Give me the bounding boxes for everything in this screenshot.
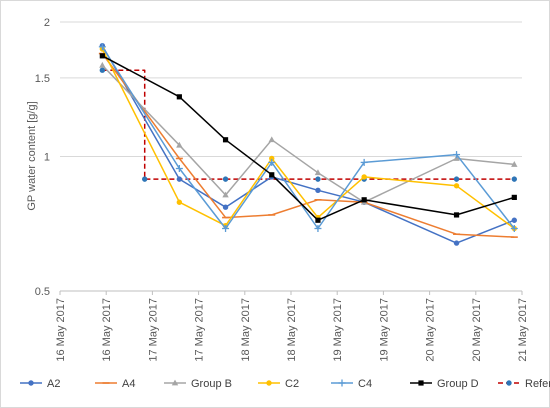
legend-item-a4: A4 [95,378,135,390]
point-reference [99,67,106,73]
x-tick-label: 16 May 2017 [101,298,113,362]
point-c2 [361,174,367,180]
series-lines [98,43,518,246]
point-group-d [222,137,229,143]
series-line-reference [102,69,515,180]
point-group-b [222,191,229,198]
legend: A2 A4 Group B C2 C4 Group D Reference [20,378,550,390]
legend-item-a2: A2 [20,378,60,390]
legend-label: Group D [437,378,479,390]
legend-item-c2: C2 [258,378,299,390]
point-group-b [511,161,518,167]
legend-item-c4: C4 [331,378,372,390]
x-tick-labels: 16 May 2017 16 May 2017 17 May 2017 17 May … [55,291,529,362]
point-c4 [314,225,322,233]
series-line-a4 [101,53,515,238]
point-group-b [176,141,183,148]
point-group-b [99,61,106,68]
point-reference [453,176,460,182]
y-axis-label: GP water content [g/g] [26,101,38,210]
legend-item-group-d: Group D [410,378,479,390]
legend-item-group-b: Group B [164,378,232,390]
y-tick-label: 1 [44,152,50,164]
x-tick-label: 18 May 2017 [240,298,252,362]
y-tick-label: 2 [44,17,50,29]
gridlines [60,21,522,292]
legend-label: C4 [358,378,372,390]
point-c4 [510,225,518,233]
point-a2 [176,176,183,182]
legend-swatch-marker [506,380,512,386]
point-group-d [269,172,275,178]
point-group-d [511,194,517,200]
point-c4 [453,151,461,159]
legend-label: A2 [47,378,60,390]
point-group-d [361,197,367,203]
reference-series [99,67,517,182]
y-tick-labels: 0.5 1 1.5 2 [35,17,50,298]
point-a2 [511,217,517,223]
legend-swatch-marker [418,380,424,386]
x-tick-label: 20 May 2017 [471,298,483,362]
point-c4 [175,165,183,173]
series-line-a2 [101,45,515,244]
x-tick-label: 18 May 2017 [286,298,298,362]
point-group-d [315,217,321,223]
point-a2 [222,204,229,210]
legend-label: Group B [191,378,232,390]
legend-item-reference: Reference [498,378,550,390]
x-tick-label: 19 May 2017 [332,298,344,362]
point-c4 [268,158,276,166]
point-group-d [99,53,105,59]
x-tick-label: 17 May 2017 [147,298,159,362]
x-tick-label: 20 May 2017 [425,298,437,362]
legend-swatch-marker [171,379,179,386]
point-reference [511,176,517,182]
point-a2 [315,187,321,194]
point-c4 [222,225,230,233]
legend-swatch-marker [266,380,272,386]
y-tick-label: 1.5 [35,73,50,85]
point-group-b [314,169,322,176]
point-c4 [98,43,106,51]
point-group-d [176,94,182,100]
legend-swatch-marker [338,379,346,387]
point-reference [222,176,229,182]
series-line-c4 [101,46,515,230]
legend-label: Reference [525,378,550,390]
point-c2 [269,155,275,162]
point-reference [315,176,321,182]
legend-swatch-marker [28,380,34,386]
point-reference [142,176,148,182]
x-tick-label: 19 May 2017 [378,298,390,362]
legend-label: A4 [122,378,135,390]
legend-label: C2 [285,378,299,390]
series-line-c2 [101,48,515,230]
x-tick-label: 17 May 2017 [194,298,206,362]
y-tick-label: 0.5 [35,286,50,298]
point-c2 [453,183,460,189]
point-c2 [176,199,183,205]
point-a2 [453,240,460,246]
x-tick-label: 21 May 2017 [517,298,529,362]
series-line-group-d [101,55,515,221]
point-group-d [453,212,460,218]
x-tick-label: 16 May 2017 [55,298,67,362]
point-c4 [360,158,368,166]
series-line-group-b [101,64,515,203]
point-group-b [268,136,275,143]
